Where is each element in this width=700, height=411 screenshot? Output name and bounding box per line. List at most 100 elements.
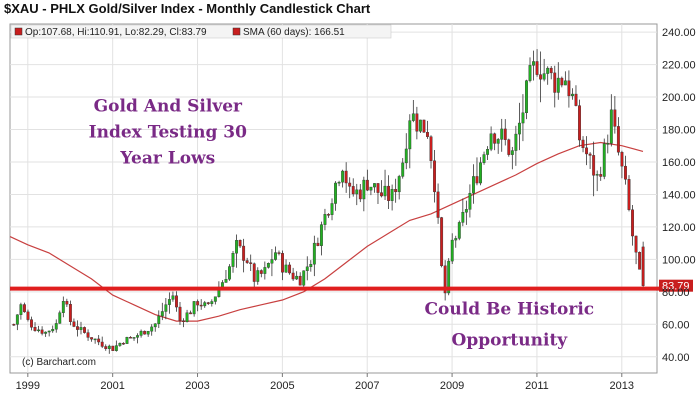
- candle-body: [259, 270, 263, 274]
- candle-body: [309, 264, 313, 268]
- candle-body: [235, 240, 238, 254]
- y-tick-label: 200.00: [662, 92, 696, 104]
- y-tick-label: 140.00: [662, 189, 696, 201]
- candle-body: [19, 304, 23, 315]
- candle-body: [37, 329, 41, 332]
- x-tick-label: 2013: [610, 380, 634, 392]
- candle-body: [641, 246, 645, 286]
- candle-body: [599, 174, 603, 177]
- x-tick-label: 2011: [525, 380, 549, 392]
- y-tick-label: 40.00: [662, 352, 690, 364]
- candle-body: [464, 209, 468, 213]
- candle-body: [351, 186, 355, 195]
- y-tick-label: 120.00: [662, 222, 696, 234]
- candle-body: [486, 149, 490, 155]
- candle-body: [319, 224, 323, 246]
- candle-body: [58, 312, 62, 324]
- candle-body: [525, 80, 528, 114]
- candle-body: [83, 327, 86, 333]
- candle-body: [627, 179, 631, 210]
- candle-body: [245, 260, 249, 263]
- candle-body: [93, 338, 97, 341]
- candle-body: [44, 331, 48, 334]
- legend-swatch: [232, 27, 241, 36]
- candle-body: [33, 327, 37, 331]
- candle-body: [510, 150, 514, 155]
- candle-body: [284, 264, 288, 273]
- candle-body: [638, 252, 642, 270]
- candle-body: [454, 238, 458, 241]
- candle-body: [288, 264, 292, 274]
- candle-body: [535, 61, 539, 75]
- candle-body: [40, 329, 44, 334]
- candle-body: [256, 270, 260, 282]
- candle-body: [496, 139, 500, 144]
- candle-body: [228, 266, 231, 280]
- candle-body: [153, 323, 157, 328]
- candle-body: [394, 189, 398, 193]
- candle-body: [380, 192, 383, 197]
- candle-body: [521, 112, 525, 124]
- candle-body: [344, 170, 348, 184]
- annotation-text: Gold And Silver: [94, 97, 243, 117]
- candle-body: [450, 239, 454, 262]
- candle-body: [479, 162, 482, 184]
- candle-body: [570, 93, 574, 97]
- candle-body: [79, 327, 83, 330]
- candle-body: [171, 295, 175, 300]
- candle-body: [277, 252, 281, 254]
- x-tick-label: 2007: [355, 380, 379, 392]
- candle-body: [164, 304, 168, 312]
- candle-body: [224, 278, 228, 283]
- candle-body: [323, 214, 327, 225]
- candle-body: [616, 126, 620, 153]
- candle-body: [12, 324, 16, 326]
- y-tick-label: 60.00: [662, 319, 690, 331]
- candle-body: [422, 119, 426, 133]
- candle-body: [72, 321, 76, 327]
- candle-body: [160, 311, 164, 317]
- candle-body: [578, 105, 581, 141]
- candle-body: [471, 176, 475, 194]
- candle-body: [609, 109, 613, 144]
- candle-body: [114, 345, 118, 351]
- candle-body: [316, 242, 320, 246]
- candle-body: [263, 267, 267, 274]
- candle-body: [433, 160, 436, 193]
- candle-body: [588, 153, 592, 156]
- candle-body: [387, 185, 391, 201]
- candle-body: [532, 61, 535, 66]
- candle-body: [107, 345, 111, 349]
- candle-body: [514, 133, 518, 151]
- candle-body: [90, 337, 94, 340]
- candle-body: [157, 315, 161, 324]
- candle-body: [330, 203, 334, 215]
- annotation-text: Year Lows: [119, 149, 215, 169]
- y-tick-label: 160.00: [662, 157, 696, 169]
- annotation-text: Opportunity: [452, 330, 569, 350]
- candle-body: [266, 263, 270, 268]
- candle-body: [418, 119, 422, 132]
- candle-body: [602, 143, 606, 177]
- candle-body: [136, 335, 139, 338]
- candle-body: [553, 72, 557, 93]
- candle-body: [210, 301, 214, 304]
- candle-body: [139, 330, 143, 336]
- x-tick-label: 2003: [185, 380, 209, 392]
- x-tick-label: 2001: [100, 380, 124, 392]
- candle-body: [390, 189, 394, 201]
- candle-body: [61, 301, 65, 313]
- candle-body: [15, 314, 19, 325]
- credit-label: (c) Barchart.com: [22, 357, 96, 368]
- legend-box: [10, 24, 392, 39]
- candle-body: [295, 275, 299, 280]
- candle-body: [475, 176, 479, 184]
- candle-body: [542, 73, 546, 80]
- candle-body: [175, 295, 178, 308]
- y-tick-label: 80.00: [662, 287, 690, 299]
- candle-body: [47, 330, 51, 333]
- candle-body: [86, 332, 90, 338]
- candle-body: [146, 330, 150, 335]
- candle-body: [503, 128, 507, 140]
